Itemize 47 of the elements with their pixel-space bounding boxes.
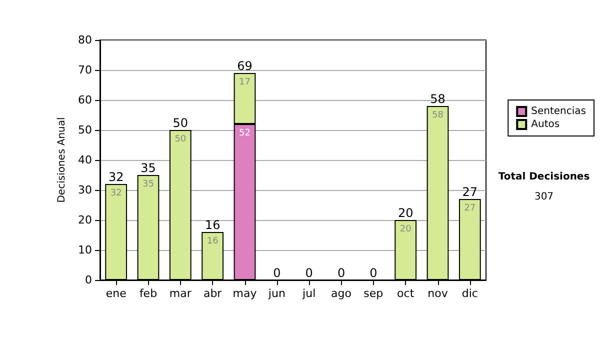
text: Total Decisiones	[498, 172, 590, 182]
data-label: 27	[464, 204, 476, 214]
legend-label: Autos	[531, 119, 560, 130]
x-tick-label: may	[232, 287, 258, 300]
y-axis-title: Decisiones Anual	[56, 117, 68, 203]
y-tick-label: 50	[78, 124, 92, 136]
total-label: 0	[337, 266, 346, 280]
y-tick-label: 80	[78, 34, 92, 46]
data-label: 52	[239, 128, 250, 138]
x-tick-label: nov	[428, 287, 448, 300]
total-label: 50	[172, 116, 188, 130]
y-tick-label: 0	[85, 274, 92, 286]
y-tick-label: 40	[78, 154, 92, 166]
y-tick-label: 70	[78, 64, 92, 76]
data-label: 32	[110, 188, 122, 198]
total-label: 0	[305, 266, 313, 280]
data-label: 35	[142, 180, 154, 190]
x-tick-label: sep	[364, 287, 384, 300]
x-tick-label: ago	[331, 287, 352, 300]
x-tick-label: jul	[302, 287, 316, 300]
total-label: 69	[237, 59, 252, 73]
x-tick-label: mar	[169, 287, 192, 300]
x-tick-label: dic	[462, 287, 478, 300]
data-label: 20	[400, 224, 412, 234]
total-label: 27	[462, 185, 478, 199]
total-label: 32	[108, 170, 124, 184]
x-tick-label: jun	[267, 287, 286, 300]
total-label: 16	[204, 218, 220, 232]
total-label: 58	[430, 92, 446, 106]
x-tick-label: abr	[203, 287, 222, 300]
text: 307	[534, 192, 554, 202]
total-label: 0	[273, 266, 281, 280]
data-label: 17	[239, 78, 250, 88]
y-tick-label: 30	[78, 184, 92, 196]
x-tick-label: ene	[106, 287, 127, 300]
total-label: 35	[140, 161, 156, 175]
y-tick-label: 20	[78, 214, 92, 226]
y-tick-label: 10	[78, 244, 92, 256]
data-label: 50	[174, 134, 186, 144]
total-label: 20	[398, 206, 414, 220]
data-label: 58	[432, 110, 444, 120]
y-tick-label: 60	[78, 94, 92, 106]
x-tick-label: oct	[397, 287, 415, 300]
legend-label: Sentencias	[531, 106, 586, 117]
x-tick-label: feb	[139, 287, 158, 300]
total-label: 0	[370, 266, 378, 280]
data-label: 16	[206, 236, 219, 246]
